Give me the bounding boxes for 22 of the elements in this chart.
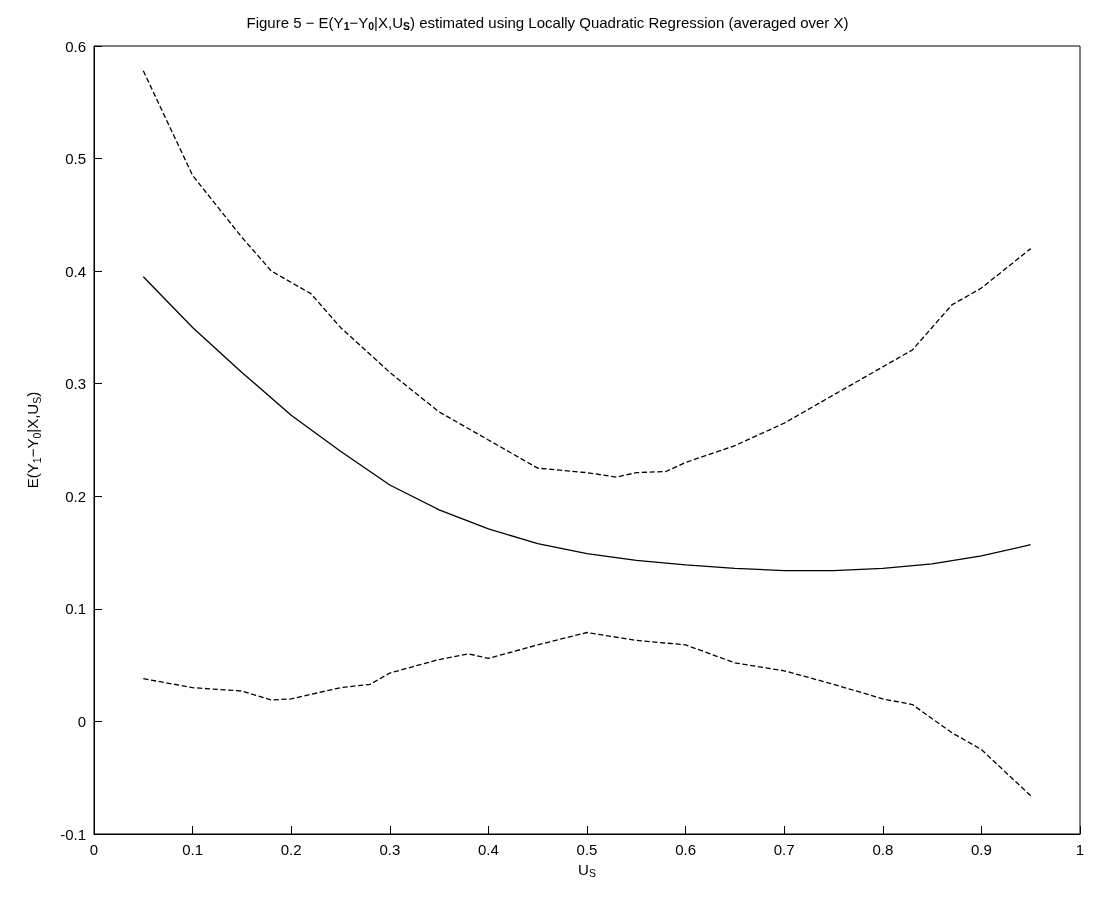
line-series — [142, 70, 1032, 478]
y-tick-label: -0.1 — [60, 825, 86, 843]
y-tick-label: 0.3 — [65, 375, 86, 393]
x-tick-label: 0.3 — [379, 841, 401, 858]
y-tick-label: 0.2 — [65, 487, 86, 505]
x-tick-label: 1 — [1075, 841, 1085, 858]
x-tick-label: 0.8 — [872, 841, 894, 858]
y-tick-label: 0.1 — [65, 600, 86, 618]
x-tick-label: 0.9 — [970, 841, 992, 858]
x-tick-label: 0.1 — [182, 841, 204, 858]
line-series — [142, 276, 1032, 572]
x-tick-label: 0.6 — [675, 841, 697, 858]
x-tick-label: 0.2 — [280, 841, 302, 858]
x-tick-label: 0.7 — [773, 841, 795, 858]
y-tick-label: 0.4 — [65, 262, 86, 280]
x-tick-label: 0.5 — [576, 841, 598, 858]
y-tick-label: 0.5 — [65, 150, 86, 168]
x-tick-label: 0 — [89, 841, 99, 858]
line-series — [142, 631, 1032, 797]
y-tick-label: 0 — [77, 712, 86, 730]
y-tick-label: 0.6 — [65, 37, 86, 55]
x-tick-label: 0.4 — [477, 841, 499, 858]
